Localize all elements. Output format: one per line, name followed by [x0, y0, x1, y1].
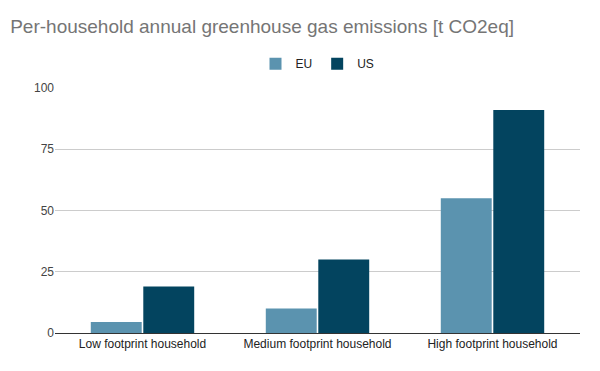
- svg-text:Per-household annual greenhous: Per-household annual greenhouse gas emis…: [10, 16, 514, 37]
- svg-text:Medium footprint household: Medium footprint household: [243, 337, 391, 351]
- svg-text:25: 25: [41, 265, 55, 279]
- svg-text:50: 50: [41, 204, 55, 218]
- svg-text:EU: EU: [296, 57, 313, 71]
- svg-text:75: 75: [41, 142, 55, 156]
- svg-text:US: US: [357, 57, 374, 71]
- svg-text:Low footprint household: Low footprint household: [79, 337, 206, 351]
- svg-text:High footprint household: High footprint household: [427, 337, 557, 351]
- svg-text:0: 0: [47, 326, 54, 340]
- svg-text:100: 100: [34, 81, 54, 95]
